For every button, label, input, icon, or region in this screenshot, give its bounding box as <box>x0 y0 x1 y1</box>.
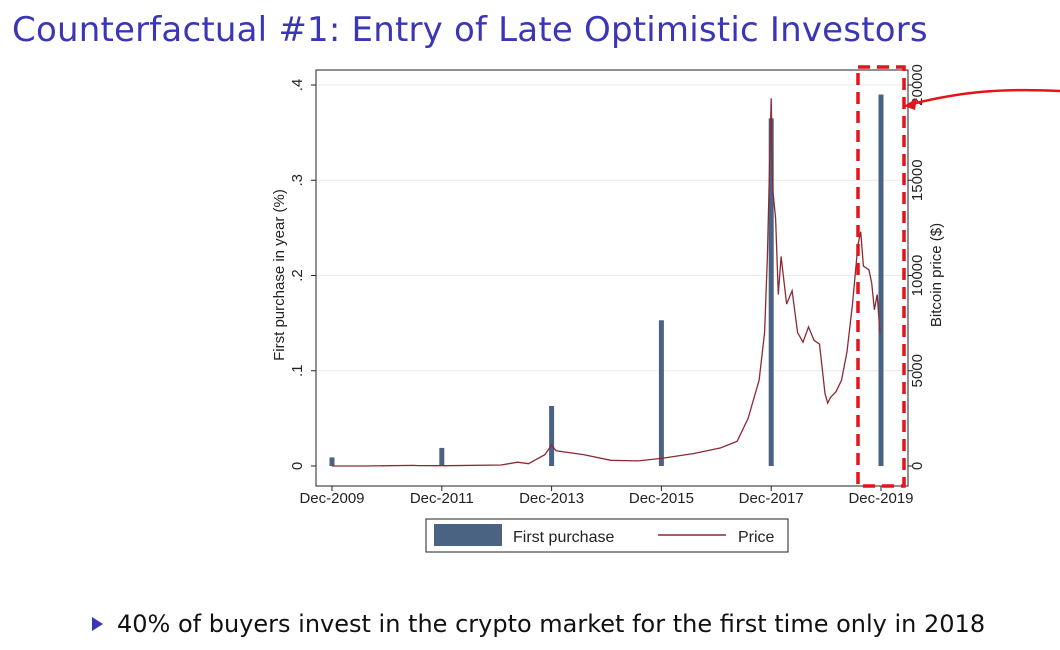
legend: First purchase Price <box>425 518 789 553</box>
x-tick-label-4: Dec-2017 <box>739 490 804 507</box>
left-tick-label-2: .2 <box>289 269 306 282</box>
x-tick-label-2: Dec-2013 <box>519 490 584 507</box>
right-tick-label-1: 5000 <box>909 354 926 387</box>
bar-2016 <box>658 320 664 466</box>
left-tick-label-1: .1 <box>289 364 306 377</box>
x-tick-label-3: Dec-2015 <box>629 490 694 507</box>
highlight-box <box>856 65 906 488</box>
bar-2010 <box>329 457 335 466</box>
annotation-arrowhead <box>904 98 917 110</box>
bar-2012 <box>439 447 445 466</box>
right-tick-label-0: 0 <box>909 462 926 470</box>
bar-series <box>329 94 884 467</box>
annotation-arrow <box>911 88 1060 106</box>
legend-label-first-purchase: First purchase <box>513 529 614 546</box>
bullet-point: 40% of buyers invest in the crypto marke… <box>92 610 985 638</box>
legend-label-price: Price <box>738 529 775 546</box>
plot-frame <box>315 69 909 487</box>
legend-swatch-first-purchase <box>434 524 502 546</box>
x-tick-label-5: Dec-2019 <box>848 490 913 507</box>
right-tick-label-3: 15000 <box>909 159 926 201</box>
slide-title: Counterfactual #1: Entry of Late Optimis… <box>12 10 928 50</box>
right-tick-label-2: 10000 <box>909 255 926 297</box>
bar-2020 <box>878 94 884 467</box>
price-line <box>332 98 881 467</box>
right-axis-label: Bitcoin price ($) <box>928 223 945 327</box>
left-axis-label: First purchase in year (%) <box>271 189 288 361</box>
left-axis-ticks: 0 .1 .2 .3 .4 <box>289 79 316 470</box>
x-tick-label-1: Dec-2011 <box>410 490 474 507</box>
gridlines <box>317 84 907 372</box>
left-tick-label-3: .3 <box>289 174 306 187</box>
left-tick-label-0: 0 <box>289 462 306 470</box>
bar-2018 <box>768 118 774 467</box>
x-axis-ticks: Dec-2009 Dec-2011 Dec-2013 Dec-2015 Dec-2017… <box>299 486 914 507</box>
right-tick-label-4: 20000 <box>909 64 926 106</box>
left-tick-label-4: .4 <box>289 79 306 92</box>
right-axis-ticks: 0 5000 10000 15000 20000 <box>908 64 926 470</box>
bar-2014 <box>549 405 555 466</box>
bullet-marker-icon <box>92 617 103 631</box>
bullet-text: 40% of buyers invest in the crypto marke… <box>117 610 986 638</box>
x-tick-label-0: Dec-2009 <box>299 490 364 507</box>
